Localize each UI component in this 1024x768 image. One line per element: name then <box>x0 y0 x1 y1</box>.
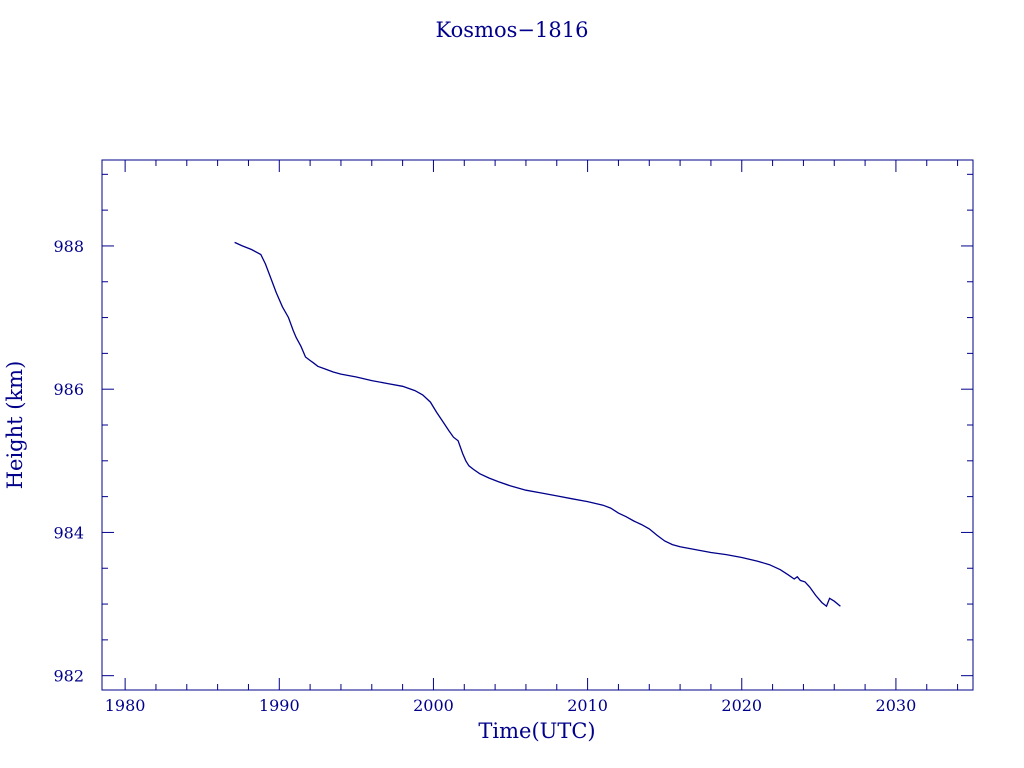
x-tick-label: 1980 <box>105 696 146 715</box>
x-axis-label: Time(UTC) <box>478 719 595 743</box>
x-tick-label: 1990 <box>259 696 300 715</box>
x-tick-label: 2030 <box>876 696 917 715</box>
y-tick-label: 986 <box>53 380 84 399</box>
y-tick-label: 984 <box>53 523 84 542</box>
x-tick-labels: 1980 1990 2000 2010 2020 2030 <box>105 696 917 715</box>
plot-frame <box>101 159 974 691</box>
x-tick-label: 2020 <box>721 696 762 715</box>
x-tick-label: 2000 <box>413 696 454 715</box>
chart-title: Kosmos−1816 <box>436 18 589 42</box>
series-line <box>234 241 841 608</box>
y-tick-labels: 982 984 986 988 <box>53 237 84 686</box>
y-axis-label: Height (km) <box>3 361 27 490</box>
x-tick-label: 2010 <box>567 696 608 715</box>
y-tick-label: 982 <box>53 667 84 686</box>
axis-ticks <box>102 160 973 690</box>
y-tick-label: 988 <box>53 237 84 256</box>
